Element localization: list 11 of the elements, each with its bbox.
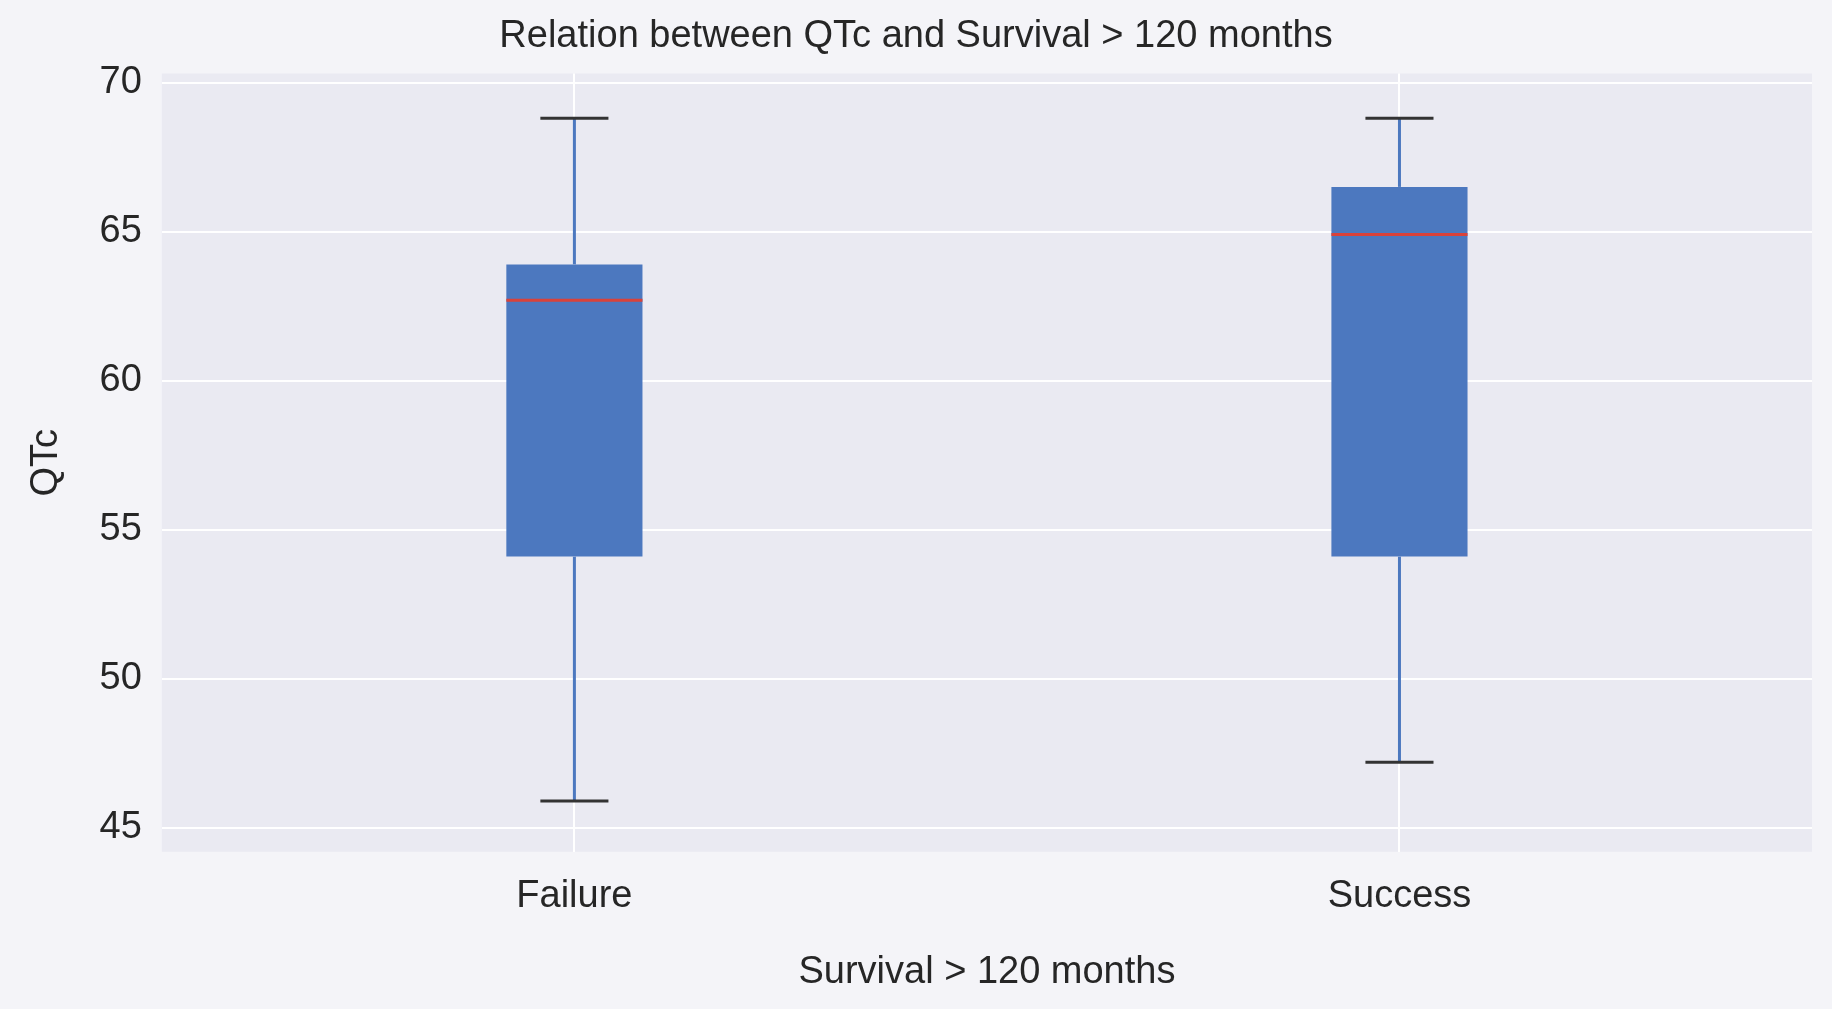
- x-axis-title: Survival > 120 months: [798, 948, 1176, 991]
- y-tick-label: 70: [99, 59, 142, 102]
- y-axis-title: QTc: [23, 428, 66, 497]
- y-tick-label: 65: [99, 208, 142, 251]
- y-tick-label: 55: [99, 506, 142, 549]
- y-tick-label: 45: [99, 804, 142, 847]
- y-tick-label: 50: [99, 655, 142, 698]
- x-tick-label: Failure: [516, 873, 633, 916]
- y-tick-label: 60: [99, 357, 142, 400]
- chart-title: Relation between QTc and Survival > 120 months: [499, 13, 1333, 56]
- x-tick-label: Success: [1327, 873, 1472, 916]
